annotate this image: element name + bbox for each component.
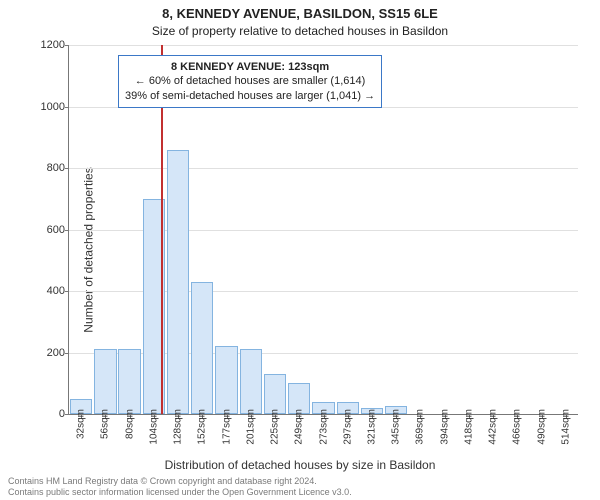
histogram-bar <box>264 374 286 414</box>
xtick-label: 345sqm <box>391 409 402 445</box>
histogram-bar <box>215 346 237 414</box>
ytick-label: 1000 <box>31 101 69 113</box>
xtick-label: 177sqm <box>221 409 232 445</box>
footer-line-1: Contains HM Land Registry data © Crown c… <box>8 476 352 487</box>
gridline <box>69 168 578 169</box>
page-title: 8, KENNEDY AVENUE, BASILDON, SS15 6LE <box>0 6 600 21</box>
footer-line-2: Contains public sector information licen… <box>8 487 352 498</box>
xtick-label: 490sqm <box>536 409 547 445</box>
xtick-label: 442sqm <box>488 409 499 445</box>
xtick-label: 273sqm <box>318 409 329 445</box>
ytick-label: 0 <box>31 408 69 420</box>
xtick-label: 128sqm <box>173 409 184 445</box>
annotation-line-1: 8 KENNEDY AVENUE: 123sqm <box>125 60 375 74</box>
xtick-label: 394sqm <box>439 409 450 445</box>
annotation-line-3: 39% of semi-detached houses are larger (… <box>125 89 375 103</box>
gridline <box>69 45 578 46</box>
ytick-label: 800 <box>31 162 69 174</box>
xtick-label: 297sqm <box>342 409 353 445</box>
xtick-label: 56sqm <box>100 409 111 439</box>
xtick-label: 514sqm <box>560 409 571 445</box>
histogram-bar <box>118 349 140 414</box>
x-axis-label: Distribution of detached houses by size … <box>0 458 600 472</box>
histogram-bar <box>240 349 262 414</box>
ytick-label: 1200 <box>31 39 69 51</box>
xtick-label: 80sqm <box>124 409 135 439</box>
xtick-label: 201sqm <box>245 409 256 445</box>
ytick-label: 200 <box>31 347 69 359</box>
xtick-label: 321sqm <box>366 409 377 445</box>
histogram-bar <box>191 282 213 414</box>
property-annotation-box: 8 KENNEDY AVENUE: 123sqm ← 60% of detach… <box>118 55 382 108</box>
xtick-label: 466sqm <box>512 409 523 445</box>
xtick-label: 152sqm <box>197 409 208 445</box>
xtick-label: 104sqm <box>148 409 159 445</box>
xtick-label: 418sqm <box>463 409 474 445</box>
attribution-footer: Contains HM Land Registry data © Crown c… <box>8 476 352 499</box>
ytick-label: 600 <box>31 224 69 236</box>
chart-subtitle: Size of property relative to detached ho… <box>0 24 600 38</box>
xtick-label: 369sqm <box>415 409 426 445</box>
ytick-label: 400 <box>31 285 69 297</box>
histogram-bar <box>94 349 116 414</box>
xtick-label: 32sqm <box>76 409 87 439</box>
xtick-label: 249sqm <box>294 409 305 445</box>
histogram-bar <box>167 150 189 414</box>
annotation-line-2: ← 60% of detached houses are smaller (1,… <box>125 74 375 88</box>
xtick-label: 225sqm <box>270 409 281 445</box>
